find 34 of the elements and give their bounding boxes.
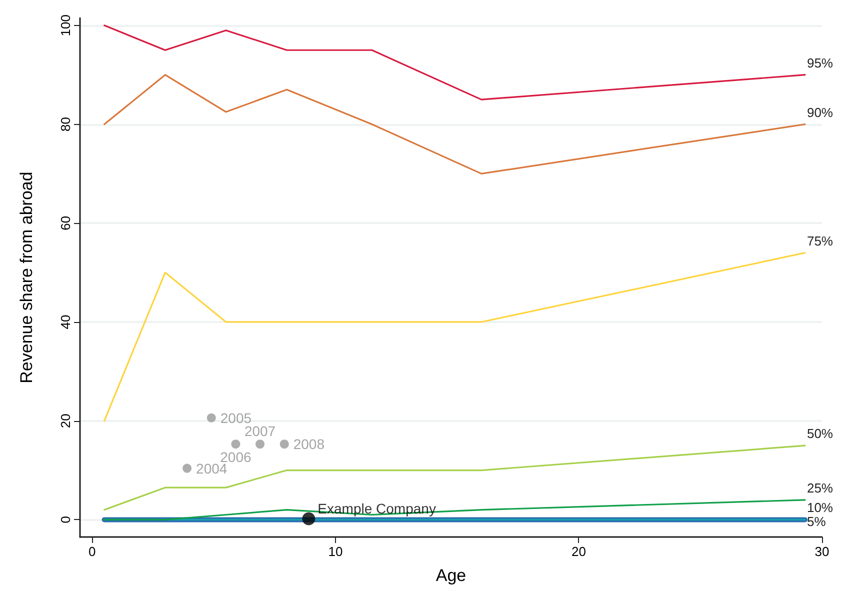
series-label: 50% <box>806 426 834 442</box>
point <box>280 440 289 449</box>
point <box>256 440 265 449</box>
point <box>231 440 240 449</box>
y-tick-label: 100 <box>58 14 73 36</box>
y-tick-label: 40 <box>58 314 73 330</box>
annotation: 2006 <box>220 449 252 466</box>
series-label: 5% <box>806 514 826 530</box>
annotation: 2005 <box>220 410 252 426</box>
annotation: 2007 <box>244 423 276 440</box>
series-label: 25% <box>806 480 834 496</box>
series-label: 10% <box>806 500 834 516</box>
series-label: 75% <box>806 233 834 248</box>
y-axis-title: Revenue share from abroad <box>17 172 36 384</box>
point <box>182 464 192 473</box>
line-series <box>104 252 806 422</box>
point <box>302 512 316 526</box>
y-tick-label: 80 <box>58 117 73 132</box>
x-tick-label: 20 <box>571 544 586 559</box>
line-series <box>104 499 806 520</box>
line-series <box>104 74 806 174</box>
line-series <box>104 24 806 100</box>
x-tick-label: 30 <box>814 544 830 559</box>
annotation: Example Company <box>318 500 436 517</box>
annotation: 2008 <box>293 436 325 452</box>
series-label: 90% <box>806 104 834 120</box>
point <box>206 413 216 422</box>
x-tick-label: 10 <box>328 544 343 559</box>
series-label: 95% <box>806 55 834 70</box>
y-tick-label: 0 <box>58 516 73 524</box>
y-tick-label: 20 <box>58 414 73 428</box>
x-axis-title: Age <box>436 566 466 585</box>
x-tick-label: 0 <box>88 544 96 559</box>
y-tick-label: 60 <box>58 216 73 230</box>
